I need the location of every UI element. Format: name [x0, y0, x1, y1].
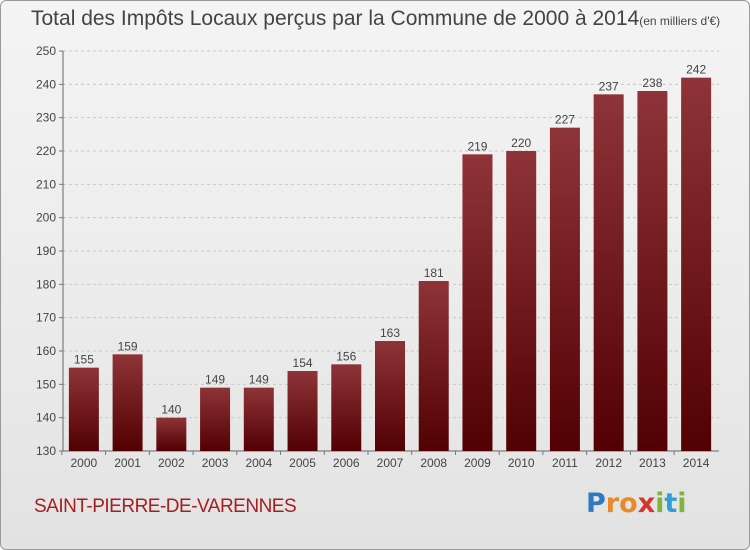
x-tick-label: 2013 — [639, 456, 666, 470]
bar-value-label: 155 — [74, 353, 94, 367]
bar — [200, 387, 231, 451]
chart-title-text: Total des Impôts Locaux perçus par la Co… — [31, 7, 640, 30]
y-tick-label: 220 — [36, 144, 56, 158]
bar-value-label: 149 — [249, 373, 269, 387]
x-tick-label: 2007 — [377, 456, 404, 470]
y-tick-label: 210 — [36, 177, 56, 191]
bar-value-label: 154 — [293, 356, 313, 370]
y-tick-label: 250 — [36, 44, 56, 58]
x-tick-label: 2001 — [114, 456, 141, 470]
bar-value-label: 219 — [467, 139, 487, 153]
bar-value-label: 156 — [336, 349, 356, 363]
logo-letter: P — [586, 488, 606, 519]
x-tick-label: 2011 — [552, 456, 578, 470]
axes: 130 140 150 160 170 180 190 200 210 220 230 240 250 2… — [36, 44, 719, 470]
x-tick-label: 2006 — [333, 456, 360, 470]
y-tick-label: 200 — [36, 211, 56, 225]
logo-letter: o — [619, 488, 638, 519]
x-tick-label: 2009 — [464, 456, 491, 470]
bars — [68, 77, 712, 452]
bar-value-label: 220 — [511, 136, 531, 150]
chart-title-unit: (en milliers d'€) — [639, 14, 721, 28]
y-tick-label: 170 — [36, 311, 56, 325]
x-tick-label: 2005 — [289, 456, 316, 470]
x-tick-label: 2008 — [420, 456, 447, 470]
x-tick-label: 2004 — [245, 456, 272, 470]
y-tick-label: 150 — [36, 377, 56, 391]
bar-value-label: 159 — [118, 339, 138, 353]
x-tick-label: 2002 — [158, 456, 185, 470]
x-tick-label: 2000 — [71, 456, 98, 470]
bar — [243, 387, 274, 451]
logo-letter: r — [605, 488, 620, 519]
bar — [637, 91, 668, 451]
bar — [462, 154, 493, 452]
logo-letter: i — [677, 488, 687, 519]
bar-value-label: 242 — [686, 63, 706, 77]
logo-letter: t — [664, 488, 678, 519]
bar-value-label: 237 — [599, 79, 619, 93]
y-tick-label: 130 — [36, 444, 56, 458]
proxiti-logo[interactable]: Proxiti — [586, 488, 687, 519]
bar — [506, 151, 537, 451]
x-tick-label: 2010 — [508, 456, 535, 470]
bar — [112, 354, 143, 451]
bar — [68, 367, 99, 451]
bar — [287, 371, 318, 451]
bar — [681, 77, 712, 452]
bar-value-label: 227 — [555, 113, 575, 127]
data-labels: 155 159 140 149 149 154 156 163 181 219 220 227 237 2… — [74, 63, 707, 417]
bar — [593, 94, 624, 451]
bar — [156, 417, 187, 451]
logo-letter: x — [637, 488, 656, 519]
y-tick-label: 140 — [36, 411, 56, 425]
logo-letter: i — [655, 488, 665, 519]
bar — [549, 127, 580, 452]
bar — [418, 281, 449, 451]
chart-title: Total des Impôts Locaux perçus par la Co… — [31, 7, 720, 31]
x-tick-label: 2014 — [683, 456, 710, 470]
bar-value-label: 140 — [161, 403, 181, 417]
commune-name: SAINT-PIERRE-DE-VARENNES — [34, 496, 297, 517]
bar-value-label: 181 — [424, 266, 444, 280]
y-tick-label: 180 — [36, 277, 56, 291]
bar — [375, 341, 405, 451]
x-tick-label: 2003 — [202, 456, 229, 470]
y-tick-label: 160 — [36, 344, 56, 358]
bar — [331, 364, 362, 451]
y-tick-label: 190 — [36, 244, 56, 258]
x-tick-label: 2012 — [595, 456, 622, 470]
bar-value-label: 149 — [205, 373, 225, 387]
bar-value-label: 163 — [380, 326, 400, 340]
y-tick-label: 230 — [36, 111, 56, 125]
bar-value-label: 238 — [642, 76, 662, 90]
y-tick-label: 240 — [36, 77, 56, 91]
